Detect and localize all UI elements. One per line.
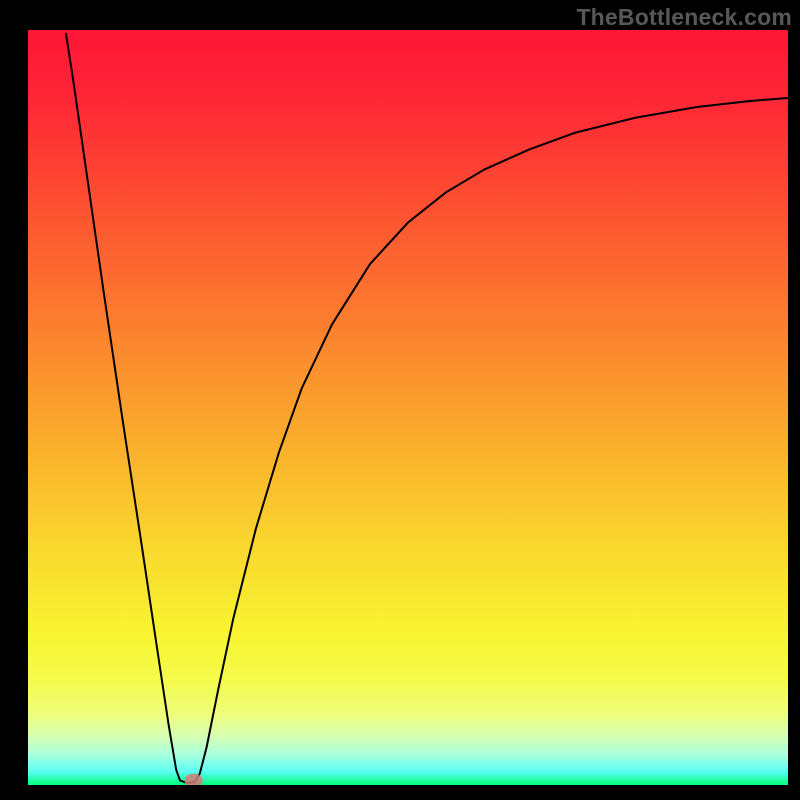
gradient-background [28,30,788,785]
chart-frame: TheBottleneck.com [0,0,800,800]
bottleneck-chart [28,30,788,785]
watermark-text: TheBottleneck.com [576,4,792,31]
